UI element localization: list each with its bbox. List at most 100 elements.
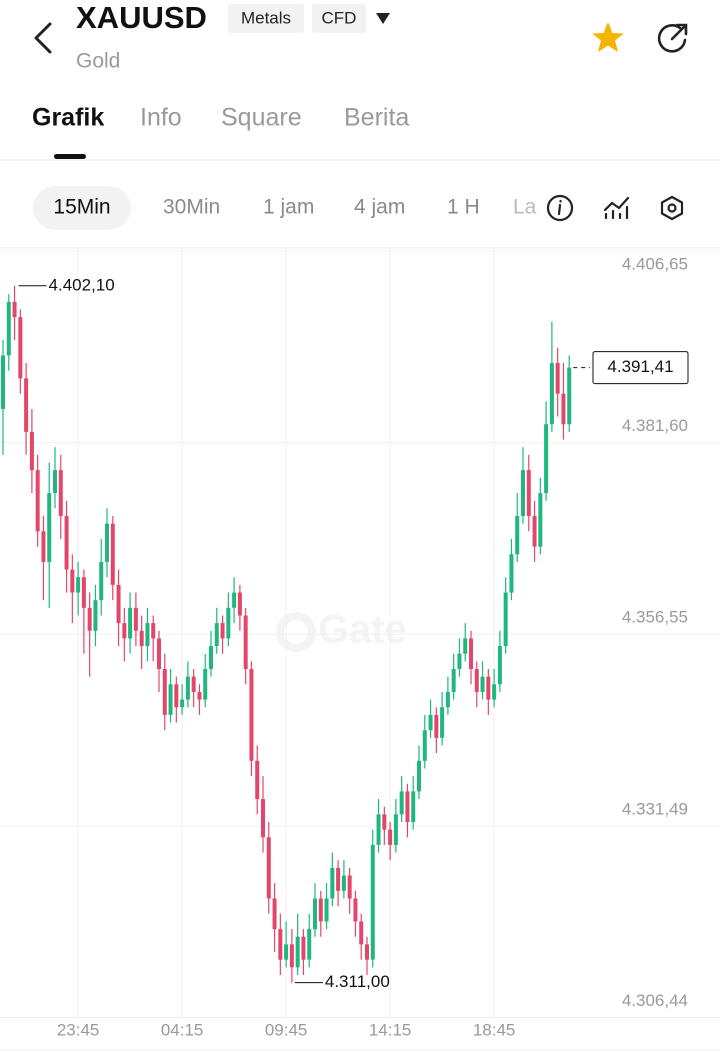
candle-body [209,646,213,670]
candle-body [480,676,485,692]
candle-body [1,355,5,409]
candle-body [93,600,98,631]
tag-label: Metals [241,8,291,27]
candle-body [122,623,127,639]
candle-body [463,638,468,654]
candle-body [393,814,398,845]
chart: 4.306,44 4.331,49 4.356,55 4.381,60 4.406,65… [0,248,720,1039]
high-label: 4.402,10 [49,275,115,294]
candle-body [249,669,254,761]
candle-body [388,829,393,845]
info-icon[interactable] [546,194,574,222]
candle-body [110,523,115,585]
candle-body [278,929,283,960]
candle-body [382,814,387,830]
candle-body [330,867,335,899]
candle-body [58,470,63,517]
candle-body [24,378,29,432]
candle-body [313,898,317,930]
candle-body [220,623,225,639]
candle-body [405,791,410,822]
candle-body [417,760,421,792]
tab[interactable]: Berita [344,104,409,132]
candle-body [272,898,277,930]
candle-body [567,367,572,425]
candle-body [237,592,242,616]
candle-body [555,363,560,394]
candle-body [128,607,133,639]
candle-body [497,646,502,685]
candle-body [174,684,179,708]
candle-body [359,921,364,945]
candle-body [76,577,81,593]
share-icon[interactable] [657,23,688,53]
candle-body [307,929,312,960]
candle-body [226,607,231,639]
candle-body [35,470,40,532]
x-tick-label: 23:45 [57,1020,100,1039]
candle-body [399,791,404,815]
favorite-star[interactable] [592,22,624,52]
candle-body [70,569,75,593]
candle-body [266,837,271,899]
candle-body [469,638,473,670]
candle-body [440,707,445,738]
candle-body [532,516,537,547]
interval[interactable]: 1 jam [263,196,314,219]
dropdown-arrow[interactable] [376,13,390,24]
candle-body [191,676,196,692]
tab[interactable]: Square [221,104,302,132]
candle-body [12,301,17,318]
candle-body [549,363,554,425]
candle-body [99,561,104,601]
interval[interactable]: 1 H [447,196,480,219]
x-tick-label: 18:45 [473,1020,516,1039]
candle-body [486,676,491,700]
candle-body [521,470,525,517]
x-tick-label: 14:15 [369,1020,412,1039]
candle-body [492,684,497,700]
candle-body [544,424,549,494]
interval[interactable]: 30Min [163,196,220,219]
candle-body [139,630,144,647]
watermark-text: Gate [318,608,407,652]
candle-body [538,493,543,547]
tab[interactable]: Info [140,104,182,132]
tag-label: CFD [322,8,357,27]
candle-body [232,592,237,608]
candle-body [353,898,358,922]
candle-body [428,714,433,731]
candle-body [341,875,346,891]
interval[interactable]: 15Min [53,196,110,219]
candle-body [318,898,323,922]
y-tick-label: 4.406,65 [622,254,688,273]
candle-body [81,577,86,608]
candle-body [197,691,202,700]
candle-body [411,791,416,822]
low-label: 4.311,00 [325,972,390,991]
candle-body [53,470,57,494]
interval[interactable]: La [513,196,537,219]
y-tick-label: 4.306,44 [622,991,688,1010]
candle-body [422,730,427,761]
candle-body [515,516,520,555]
candle-body [133,607,138,631]
settings-icon[interactable] [660,195,684,221]
candle-body [185,676,190,700]
indicator-icon[interactable] [603,196,630,220]
interval[interactable]: 4 jam [354,196,405,219]
tab[interactable]: Grafik [32,104,104,132]
tag [312,4,366,33]
tab-indicator [54,154,86,159]
interval-selected [33,186,131,230]
candle-body [105,523,109,562]
candle-body [41,531,46,562]
tag [228,4,304,33]
candle-body [214,623,219,647]
candle-body [168,684,173,715]
back-button[interactable] [34,22,52,54]
candle-body [18,317,23,379]
candle-body [457,653,462,670]
candle-body [376,814,381,845]
